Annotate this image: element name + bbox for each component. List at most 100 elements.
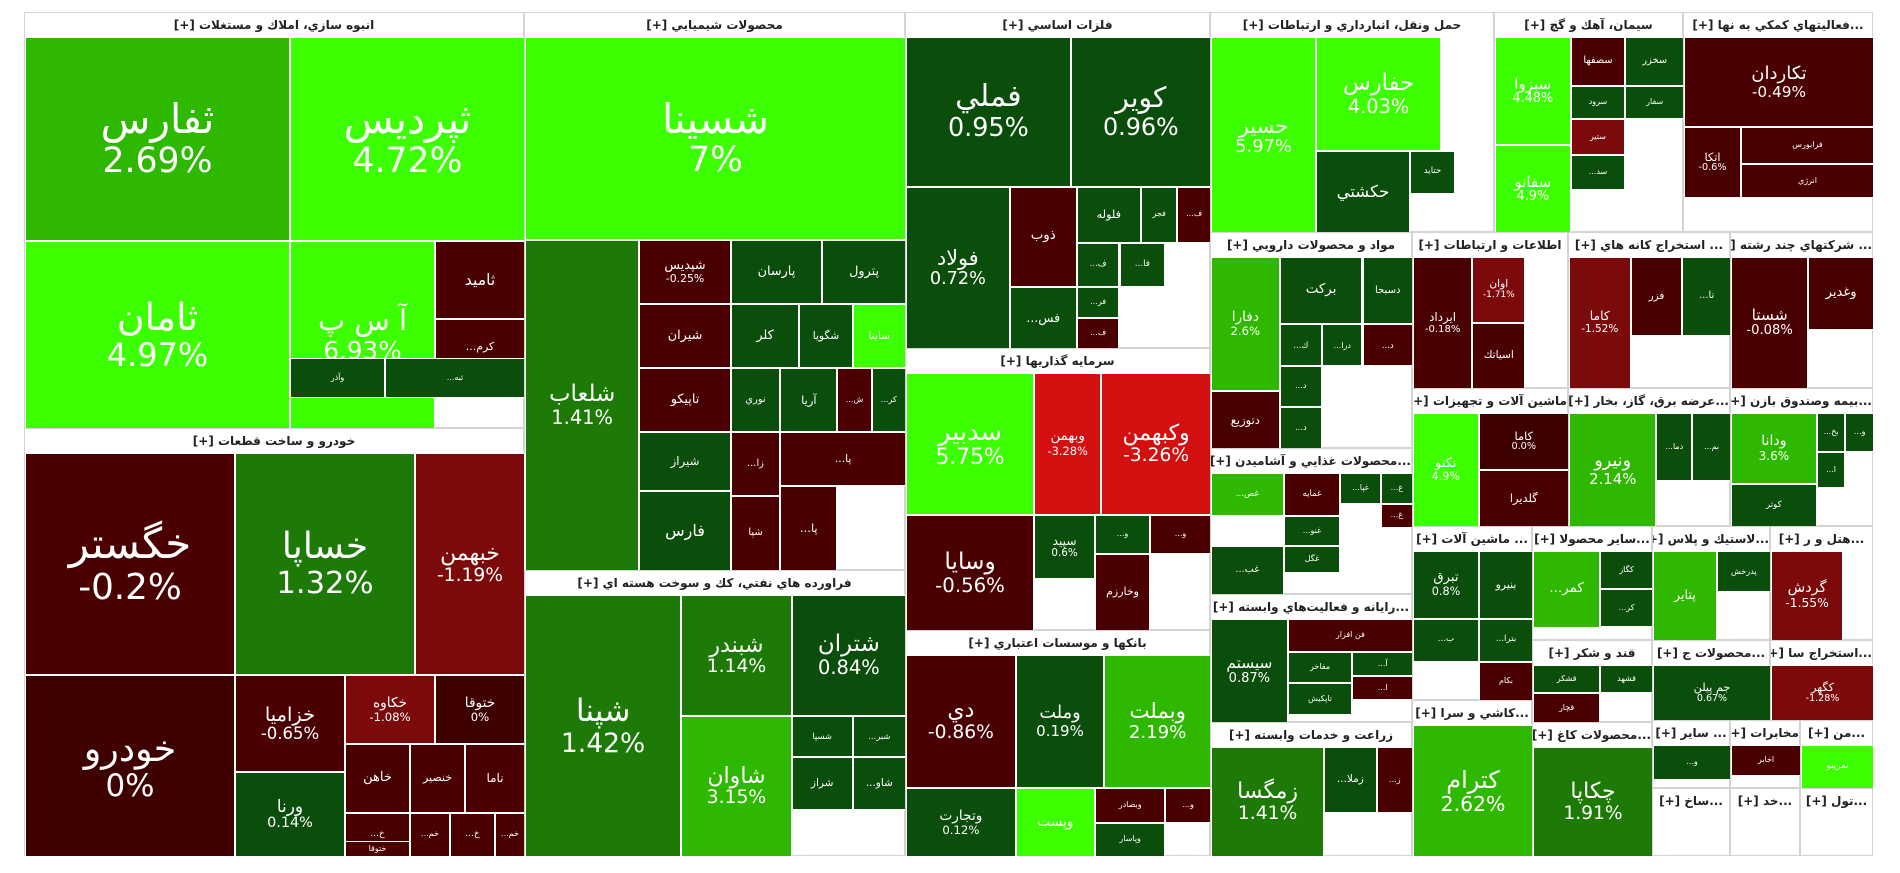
treemap-tile-پا[interactable]: ...پا bbox=[780, 432, 906, 486]
treemap-tile-و[interactable]: ...و bbox=[1845, 413, 1874, 452]
treemap-tile-كگاز[interactable]: كگاز bbox=[1600, 551, 1653, 589]
treemap-tile-و[interactable]: ...و bbox=[1150, 514, 1211, 554]
sector-title[interactable]: ماشين آلات و تجهيزات [+] bbox=[1413, 394, 1567, 408]
treemap-tile-ف[interactable]: ...ف bbox=[1076, 317, 1120, 349]
treemap-tile-بخ[interactable]: ...بخ bbox=[1816, 413, 1846, 452]
treemap-tile-ثامان[interactable]: ثامان 4.97% bbox=[25, 240, 290, 429]
sector-title[interactable]: محصولات شيميايي [+] bbox=[646, 18, 783, 32]
treemap-tile-فارس[interactable]: فارس bbox=[639, 490, 731, 571]
treemap-tile-ختوقا[interactable]: ختوقا bbox=[345, 840, 410, 857]
treemap-tile-شاو[interactable]: ...شاو bbox=[852, 757, 906, 810]
sector-title[interactable]: قند و شكر [+] bbox=[1548, 646, 1636, 660]
treemap-tile-شگويا[interactable]: شگويا bbox=[799, 304, 853, 369]
treemap-tile-اخابر[interactable]: اخابر bbox=[1731, 745, 1801, 776]
treemap-tile-قشهد[interactable]: قشهد bbox=[1600, 665, 1653, 693]
treemap-tile-ايرداد[interactable]: ايرداد -0.18% bbox=[1413, 257, 1473, 389]
treemap-tile-كاما[interactable]: كاما -1.52% bbox=[1569, 257, 1631, 389]
treemap-tile-سد[interactable]: ...سد bbox=[1570, 154, 1626, 190]
sector-title[interactable]: ... شركتهاي چند رشته [+] bbox=[1731, 238, 1872, 252]
treemap-tile-ورنا[interactable]: ورنا 0.14% bbox=[235, 772, 345, 857]
treemap-tile-وخارزم[interactable]: وخارزم bbox=[1095, 553, 1150, 631]
treemap-tile-كوثر[interactable]: كوثر bbox=[1731, 483, 1817, 527]
treemap-tile-خم[interactable]: ...خم bbox=[495, 812, 525, 857]
treemap-tile-غگل[interactable]: غگل bbox=[1283, 546, 1341, 574]
treemap-tile-ش[interactable]: ...ش bbox=[837, 368, 872, 433]
treemap-tile-نوري[interactable]: نوري bbox=[730, 368, 781, 433]
treemap-tile-غنو[interactable]: ...غنو bbox=[1283, 515, 1341, 547]
treemap-tile-بترا[interactable]: ...بترا bbox=[1479, 618, 1533, 662]
treemap-tile-گردش[interactable]: گردش -1.55% bbox=[1771, 551, 1844, 641]
sector-title[interactable]: ...لاستيك و پلاس [+] bbox=[1653, 532, 1769, 546]
treemap-tile-خاهن[interactable]: خاهن bbox=[345, 743, 410, 813]
treemap-tile-پتاير[interactable]: پتاير bbox=[1653, 551, 1717, 641]
treemap-tile-وپست[interactable]: وپست bbox=[1015, 788, 1096, 857]
treemap-tile-شسينا[interactable]: شسينا 7% bbox=[525, 37, 906, 240]
treemap-tile-ف[interactable]: ...ف bbox=[1177, 186, 1211, 243]
treemap-tile-وبهمن[interactable]: وبهمن -3.28% bbox=[1034, 373, 1102, 515]
treemap-tile-درا[interactable]: ...درا bbox=[1322, 324, 1363, 367]
treemap-tile-حتايد[interactable]: حتايد bbox=[1409, 150, 1456, 194]
treemap-tile-ثامید[interactable]: ثامید bbox=[435, 240, 525, 320]
treemap-tile-خساپا[interactable]: خساپا 1.32% bbox=[235, 453, 415, 676]
treemap-tile-جم-پيلن[interactable]: جم پيلن 0.67% bbox=[1653, 665, 1771, 721]
treemap-tile-و[interactable]: ...و bbox=[1095, 514, 1150, 554]
sector-title[interactable]: ...من [+] bbox=[1807, 726, 1866, 740]
treemap-tile-وسايا[interactable]: وسايا -0.56% bbox=[906, 514, 1035, 631]
treemap-tile-سپيد[interactable]: سپيد 0.6% bbox=[1034, 514, 1096, 580]
treemap-tile-فملي[interactable]: فملي 0.95% bbox=[906, 37, 1071, 187]
treemap-tile-شستا[interactable]: شستا -0.08% bbox=[1731, 257, 1809, 389]
sector-title[interactable]: سرمايه گذاريها [+] bbox=[1000, 354, 1115, 368]
treemap-tile-فجر[interactable]: فجر bbox=[1140, 186, 1178, 243]
treemap-tile-وآذر[interactable]: وآذر bbox=[290, 358, 385, 398]
treemap-tile-زا[interactable]: ...زا bbox=[730, 432, 781, 497]
treemap-tile-شراز[interactable]: شراز bbox=[791, 757, 853, 810]
treemap-tile-شيران[interactable]: شيران bbox=[639, 304, 731, 369]
treemap-tile-خبهمن[interactable]: خبهمن -1.19% bbox=[415, 453, 525, 676]
treemap-tile-بنيرو[interactable]: بنيرو bbox=[1479, 551, 1533, 619]
treemap-tile-گلديرا[interactable]: گلديرا bbox=[1478, 470, 1569, 527]
sector-title[interactable]: ...تول [+] bbox=[1805, 794, 1868, 808]
treemap-tile-ودانا[interactable]: ودانا 3.6% bbox=[1731, 413, 1817, 484]
treemap-tile-شسپا[interactable]: شسپا bbox=[791, 715, 853, 758]
treemap-tile-ب[interactable]: ...ب bbox=[1413, 618, 1479, 662]
treemap-tile-كر[interactable]: ...كر bbox=[871, 368, 906, 433]
treemap-tile-و[interactable]: ...و bbox=[1653, 745, 1731, 781]
treemap-tile-بركت[interactable]: بركت bbox=[1279, 257, 1363, 325]
treemap-tile-خودرو[interactable]: خودرو 0% bbox=[25, 675, 235, 857]
sector-title[interactable]: ...فعاليتهاي كمكي به نها [+] bbox=[1692, 18, 1864, 32]
sector-title[interactable]: ...كاشي و سرا [+] bbox=[1415, 706, 1529, 720]
treemap-tile-فن-افزار[interactable]: فن افزار bbox=[1287, 619, 1413, 653]
treemap-tile-مفاخر[interactable]: مفاخر bbox=[1287, 652, 1353, 684]
treemap-tile-و[interactable]: ...و bbox=[1165, 788, 1211, 823]
treemap-tile-آريا[interactable]: آريا bbox=[780, 368, 838, 433]
treemap-tile-زمگسا[interactable]: زمگسا 1.41% bbox=[1211, 747, 1325, 857]
sector-title[interactable]: ...هتل و ر [+] bbox=[1778, 532, 1865, 546]
treemap-tile-انرژي[interactable]: انرژي bbox=[1741, 164, 1874, 198]
treemap-tile-ذوب[interactable]: ذوب bbox=[1009, 186, 1077, 287]
treemap-tile-غمايه[interactable]: غمايه bbox=[1283, 473, 1341, 516]
treemap-tile-تاپكيش[interactable]: تاپكيش bbox=[1287, 683, 1353, 715]
treemap-tile-وملت[interactable]: وملت 0.19% bbox=[1015, 655, 1105, 789]
treemap-tile-سفانو[interactable]: سفانو 4.9% bbox=[1495, 144, 1571, 233]
treemap-tile-چكاپا[interactable]: چكاپا 1.91% bbox=[1533, 747, 1653, 857]
treemap-tile-فا[interactable]: ...فا bbox=[1119, 242, 1166, 287]
sector-title[interactable]: اطلاعات و ارتباطات [+] bbox=[1418, 238, 1562, 252]
treemap-tile-سرود[interactable]: سرود bbox=[1570, 86, 1626, 120]
treemap-tile-سفار[interactable]: سفار bbox=[1625, 86, 1684, 120]
treemap-tile-پدرخش[interactable]: پدرخش bbox=[1716, 551, 1771, 592]
sector-title[interactable]: مخابرات [+] bbox=[1731, 726, 1799, 740]
sector-title[interactable]: ...محصولات كاغ [+] bbox=[1533, 728, 1651, 742]
treemap-tile-ك[interactable]: ...ك bbox=[1279, 324, 1323, 367]
sector-title[interactable]: زراعت و خدمات وابسته [+] bbox=[1228, 728, 1394, 742]
treemap-tile-وغدير[interactable]: وغدير bbox=[1808, 257, 1874, 330]
treemap-tile-وپاسار[interactable]: وپاسار bbox=[1095, 822, 1166, 857]
treemap-tile-فولاد[interactable]: فولاد 0.72% bbox=[906, 186, 1010, 349]
treemap-tile-نمرينو[interactable]: نمرينو bbox=[1801, 745, 1874, 789]
treemap-tile-وبصادر[interactable]: وبصادر bbox=[1095, 788, 1166, 823]
treemap-tile-فر[interactable]: ...فر bbox=[1076, 286, 1120, 318]
treemap-tile-غص[interactable]: ...غص bbox=[1211, 473, 1284, 516]
treemap-tile-سخزر[interactable]: سخزر bbox=[1625, 37, 1684, 86]
treemap-tile-قشكر[interactable]: قشكر bbox=[1533, 665, 1601, 693]
treemap-tile-پترول[interactable]: پترول bbox=[822, 239, 906, 304]
treemap-tile-ز[interactable]: ...ز bbox=[1376, 747, 1413, 813]
